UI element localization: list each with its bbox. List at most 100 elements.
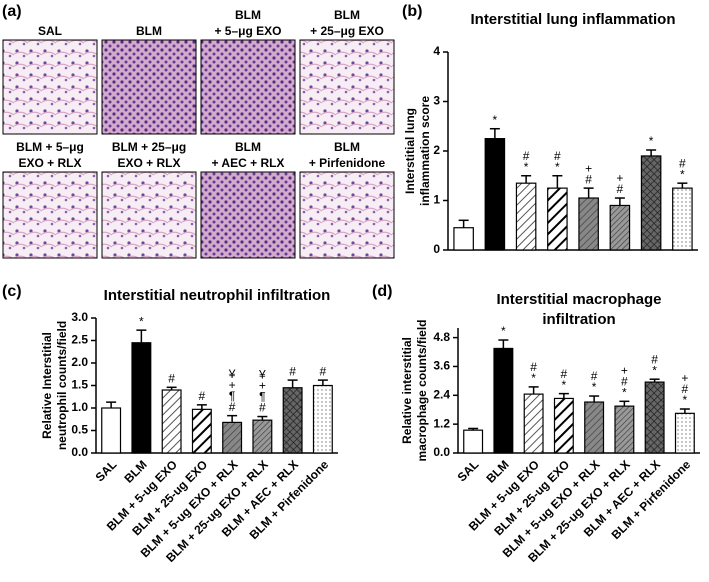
- significance-mark: *: [622, 385, 627, 399]
- bar: [584, 401, 605, 454]
- micrograph-label: BLM: [136, 24, 162, 38]
- x-tick-label: SAL: [93, 457, 120, 484]
- significance-mark: *: [524, 160, 529, 174]
- y-axis-label: macrophage counts/field: [415, 319, 429, 461]
- micrograph-label: BLM: [235, 140, 261, 154]
- chart-title: Interstitial neutrophil infiltration: [104, 287, 331, 304]
- significance-mark: #: [554, 149, 561, 163]
- bar: [640, 155, 662, 251]
- significance-mark: +: [259, 379, 266, 393]
- bar: [463, 429, 484, 454]
- micrograph-label: + AEC + RLX: [212, 156, 285, 170]
- micrograph-label: + 25–μg EXO: [310, 24, 384, 38]
- bar: [523, 393, 544, 454]
- significance-mark: *: [139, 314, 144, 328]
- micrograph-label: BLM: [334, 8, 360, 22]
- y-tick-label: 3.6: [433, 359, 450, 373]
- significance-mark: #: [289, 364, 296, 378]
- bar: [644, 381, 665, 454]
- significance-mark: *: [683, 393, 688, 407]
- bar: [493, 347, 514, 454]
- bar: [453, 227, 474, 251]
- significance-mark: #: [591, 369, 598, 383]
- bar: [672, 187, 693, 251]
- x-tick-label: SAL: [455, 457, 482, 484]
- significance-mark: #: [679, 156, 686, 170]
- bar: [282, 387, 303, 454]
- significance-mark: +: [616, 171, 623, 185]
- significance-mark: ¥: [258, 368, 266, 382]
- bar: [547, 187, 568, 251]
- significance-mark: ¶: [229, 389, 235, 403]
- significance-mark: #: [259, 401, 266, 415]
- micrograph: [101, 39, 197, 135]
- y-tick-label: 1.5: [71, 378, 88, 392]
- y-tick-label: 0: [433, 242, 440, 256]
- micrograph-label: EXO + RLX: [117, 156, 180, 170]
- micrograph: [101, 171, 197, 259]
- significance-mark: +: [585, 161, 592, 175]
- significance-mark: #: [651, 352, 658, 366]
- y-axis-label: inflammation score: [418, 96, 432, 206]
- micrograph-label: BLM: [334, 140, 360, 154]
- y-tick-label: 0.5: [71, 423, 88, 437]
- bar: [553, 397, 574, 454]
- significance-mark: #: [682, 382, 689, 396]
- y-tick-label: 1.0: [71, 400, 88, 414]
- significance-mark: #: [561, 367, 568, 381]
- significance-mark: ¶: [259, 390, 265, 404]
- bar: [609, 204, 631, 251]
- significance-mark: #: [320, 364, 327, 378]
- y-tick-label: 2: [433, 143, 440, 157]
- chart-title: infiltration: [542, 311, 615, 328]
- y-tick-label: 3.0: [71, 310, 88, 324]
- bar: [614, 405, 635, 454]
- y-tick-label: 1.2: [433, 416, 450, 430]
- y-tick-label: 2.0: [71, 355, 88, 369]
- significance-mark: #: [168, 371, 175, 385]
- y-tick-label: 3: [433, 94, 440, 108]
- significance-mark: *: [649, 134, 654, 148]
- y-tick-label: 2.4: [433, 387, 450, 401]
- bar: [484, 138, 506, 251]
- significance-mark: *: [652, 363, 657, 377]
- bar: [312, 384, 333, 454]
- y-tick-label: 4.8: [433, 330, 450, 344]
- bar: [252, 419, 273, 454]
- panel-label: (b): [402, 3, 422, 20]
- micrograph-label: BLM + 5–μg: [16, 140, 84, 154]
- micrograph: [200, 171, 296, 259]
- micrograph: [200, 39, 296, 135]
- significance-mark: #: [621, 374, 628, 388]
- significance-mark: *: [562, 378, 567, 392]
- micrograph-label: EXO + RLX: [18, 156, 81, 170]
- bar: [101, 407, 122, 454]
- significance-mark: *: [493, 113, 498, 127]
- chart-title: Interstitial lung inflammation: [470, 11, 675, 28]
- y-axis-label: Interstitial lung: [403, 108, 417, 194]
- micrograph-label: + 5–μg EXO: [214, 24, 281, 38]
- y-tick-label: 2.5: [71, 333, 88, 347]
- significance-mark: #: [530, 360, 537, 374]
- y-tick-label: 4: [433, 44, 440, 58]
- micrograph-label: BLM + 25–μg: [112, 140, 186, 154]
- y-tick-label: 0.0: [71, 445, 88, 459]
- significance-mark: *: [680, 167, 685, 181]
- panel-label: (a): [2, 3, 22, 20]
- bar: [161, 389, 182, 454]
- panel-label: (d): [372, 283, 392, 300]
- micrograph: [299, 171, 395, 259]
- chart-title: Interstitial macrophage: [496, 291, 661, 308]
- micrograph: [2, 39, 98, 135]
- y-tick-label: 1: [433, 193, 440, 207]
- micrograph-label: BLM: [235, 8, 261, 22]
- bar: [222, 421, 243, 454]
- significance-mark: *: [531, 371, 536, 385]
- bar: [674, 412, 695, 454]
- y-axis-label: neutrophil counts/field: [55, 321, 69, 450]
- bar: [578, 197, 599, 251]
- significance-mark: #: [199, 389, 206, 403]
- significance-mark: *: [592, 380, 597, 394]
- significance-mark: +: [621, 363, 628, 377]
